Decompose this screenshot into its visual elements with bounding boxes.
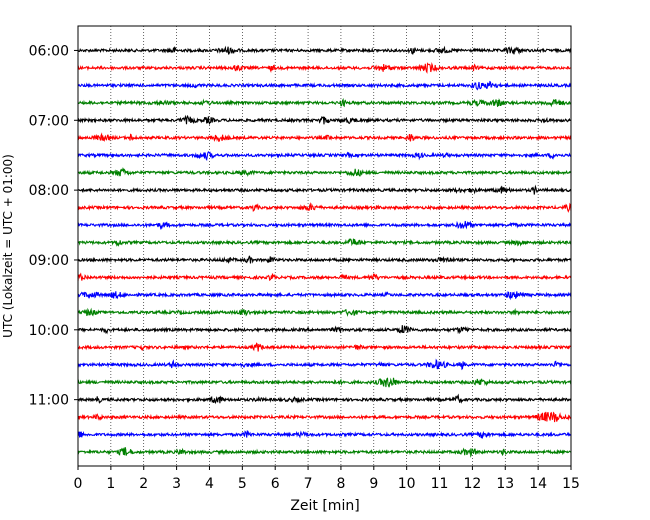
plot-frame [77,25,572,467]
trace-0830 [77,220,572,231]
trace-0915 [77,272,572,282]
x-tick-label: 2 [139,476,148,492]
y-tick-label: 08:00 [29,183,69,199]
x-tick-label: 11 [431,476,449,492]
y-axis-label: UTC (Lokalzeit = UTC + 01:00) [1,154,15,338]
trace-1015 [77,342,572,352]
trace-0630 [77,80,572,91]
x-tick-label: 8 [336,476,345,492]
trace-0715 [77,132,572,143]
x-axis: 0 1 2 3 4 5 6 7 8 9 10 11 12 13 14 15 [74,466,580,492]
trace-1000 [77,325,572,335]
grid-lines [110,26,539,466]
trace-0745 [77,166,572,177]
x-tick-label: 15 [562,476,580,492]
x-tick-label: 14 [529,476,547,492]
trace-1030 [77,358,572,371]
trace-0845 [77,238,572,247]
trace-1045 [77,377,572,388]
trace-0930 [77,291,572,301]
x-tick-label: 0 [74,476,83,492]
trace-1145 [77,447,572,458]
x-tick-label: 4 [205,476,214,492]
x-tick-label: 10 [398,476,416,492]
y-tick-label: 07:00 [29,113,69,129]
x-tick-label: 1 [106,476,115,492]
trace-0615 [77,62,572,74]
y-tick-label: 06:00 [29,43,69,59]
x-tick-label: 13 [496,476,514,492]
trace-0945 [77,307,572,317]
x-tick-label: 7 [304,476,313,492]
trace-1115 [77,411,572,423]
x-tick-label: 5 [238,476,247,492]
trace-0800 [77,184,572,195]
trace-0730 [77,151,572,162]
trace-1130 [77,430,572,439]
y-tick-label: 10:00 [29,323,69,339]
x-tick-label: 6 [271,476,280,492]
trace-1100 [77,393,572,405]
trace-0600 [77,45,572,55]
trace-0815 [77,202,572,213]
y-tick-label: 09:00 [29,253,69,269]
x-tick-label: 9 [369,476,378,492]
y-axis: 06:00 07:00 08:00 09:00 10:00 11:00 [29,43,78,409]
trace-0645 [77,97,572,108]
trace-0700 [77,114,572,126]
y-tick-label: 11:00 [29,393,69,409]
x-axis-label: Zeit [min] [290,498,359,514]
trace-0900 [77,255,572,264]
trace-group [77,45,572,458]
x-tick-label: 12 [463,476,481,492]
x-tick-label: 3 [172,476,181,492]
